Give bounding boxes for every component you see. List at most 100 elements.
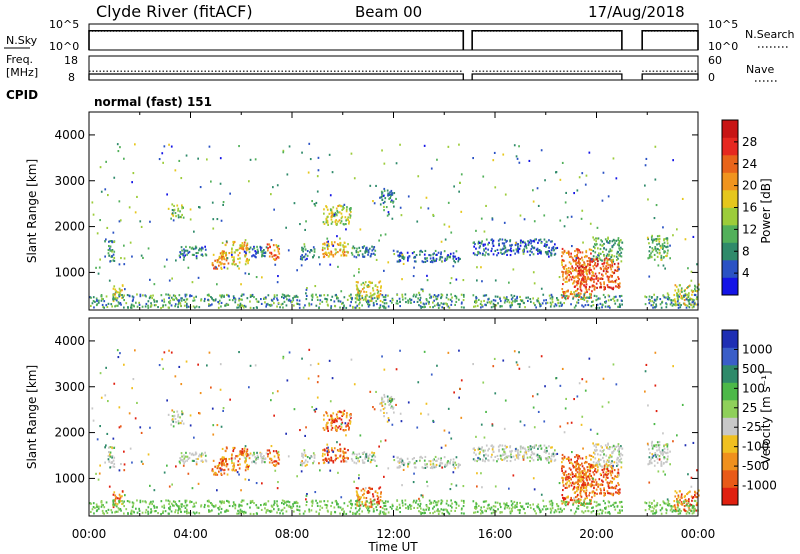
velocity-cell [360,496,362,499]
velocity-cell [500,454,503,457]
power-cell [326,245,329,248]
velocity-cell [479,458,481,461]
power-cell [659,303,662,306]
velocity-cell [150,500,152,503]
power-cell [181,297,183,300]
velocity-cell [561,465,564,468]
power-cell [565,191,567,194]
velocity-cell [136,511,139,514]
power-cell [387,192,389,195]
power-cell [607,286,609,289]
power-cell [543,238,546,241]
power-cell [558,276,561,279]
power-cell [455,295,458,298]
velocity-cell [339,428,342,431]
velocity-cell [348,413,351,416]
velocity-cell [177,512,179,515]
velocity-cell [674,508,677,511]
velocity-cell [357,496,360,499]
power-cell [476,304,479,307]
velocity-cell [364,501,367,504]
power-cell [656,298,658,301]
power-cell [644,303,647,306]
velocity-cell [260,508,263,511]
velocity-cell [216,473,219,476]
power-cell [373,304,375,307]
power-cell [421,260,424,263]
velocity-cell [594,453,596,456]
power-cell [494,299,497,302]
power-cell [225,254,227,257]
power-cell [140,254,143,257]
velocity-cell [377,500,380,503]
power-cell [358,254,360,257]
velocity-cell [576,455,579,458]
power-cell [481,280,483,283]
power-cell [349,304,352,307]
power-cell [664,245,667,248]
power-cell [118,220,121,223]
velocity-cell [242,499,245,502]
power-cell [498,242,500,245]
velocity-cell [359,497,362,500]
velocity-cell [435,459,437,462]
velocity-cell [338,410,341,413]
power-cell [585,289,588,292]
velocity-cell [244,457,247,460]
velocity-cell [604,493,606,496]
velocity-cell [616,456,619,459]
power-cell [177,303,180,306]
power-cell [265,305,267,308]
power-cell [648,275,651,278]
power-cell [504,250,507,253]
power-cell [582,277,584,280]
power-cell [580,297,582,300]
power-cell [272,244,275,247]
power-cell [595,282,598,285]
velocity-cell [255,462,257,465]
power-cell [413,251,415,254]
power-cell [565,272,567,275]
velocity-cell [455,463,458,466]
velocity-cell [577,462,580,465]
velocity-cell [564,470,567,473]
power-cell [299,258,302,261]
velocity-cell [539,444,542,447]
power-cell [499,297,501,300]
velocity-cell [357,457,360,460]
power-cell [365,299,367,302]
velocity-cell [655,445,658,448]
velocity-cell [371,451,373,454]
power-cell [581,270,583,273]
power-cell [326,244,329,247]
power-cell [368,295,371,298]
power-cell [432,258,435,261]
power-cell [339,241,342,244]
power-cell [261,250,264,253]
power-cell [139,295,142,298]
velocity-cell [305,500,308,503]
power-cell [327,243,330,246]
power-cell [265,297,267,300]
power-cell [602,274,604,277]
velocity-cell [204,451,206,454]
power-cell [380,190,383,193]
power-cell [221,256,223,259]
power-cell [658,237,661,240]
power-cell [573,306,576,309]
velocity-cell [670,507,673,510]
power-cell [570,272,572,275]
power-cell [497,239,500,242]
velocity-cell [107,458,110,461]
velocity-cell [339,450,342,453]
power-cell [555,247,557,250]
velocity-cell [568,475,570,478]
power-cell [588,288,590,291]
velocity-cell [660,462,663,465]
velocity-cell [588,491,591,494]
velocity-cell [561,461,563,464]
power-cell [329,263,332,266]
velocity-cell [303,451,306,454]
power-cell [128,206,131,209]
power-cell [413,293,415,296]
